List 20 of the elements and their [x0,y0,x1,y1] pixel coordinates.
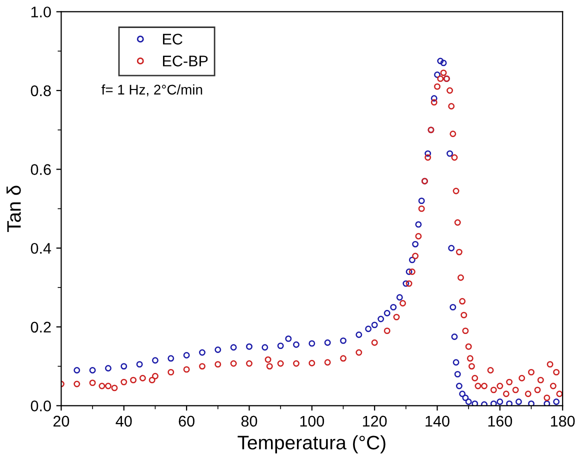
y-tick-label: 0.6 [30,164,51,175]
y-tick-label: 0.4 [30,242,52,254]
x-tick-label: 160 [488,416,512,427]
x-tick-label: 80 [241,416,258,427]
x-tick-label: 100 [300,416,324,427]
y-tick-label: 0.0 [30,400,51,412]
y-tick-label: 0.2 [30,322,51,333]
y-tick-label: 0.8 [30,85,51,96]
x-tick-label: 180 [551,416,575,427]
x-tick-label: 120 [363,416,387,427]
x-tick-label: 40 [116,416,132,427]
legend-label: EC-BP [163,56,208,66]
x-axis-title: Temperatura (°C) [238,435,386,454]
x-tick-label: 60 [178,416,194,427]
annotation: f= 1 Hz, 2°C/min [102,84,202,96]
y-axis-title: Tan δ [6,186,21,232]
x-tick-label: 140 [426,416,450,427]
y-tick-label: 1.0 [31,6,51,18]
legend-label: EC [163,34,182,45]
x-tick-label: 20 [53,416,70,427]
